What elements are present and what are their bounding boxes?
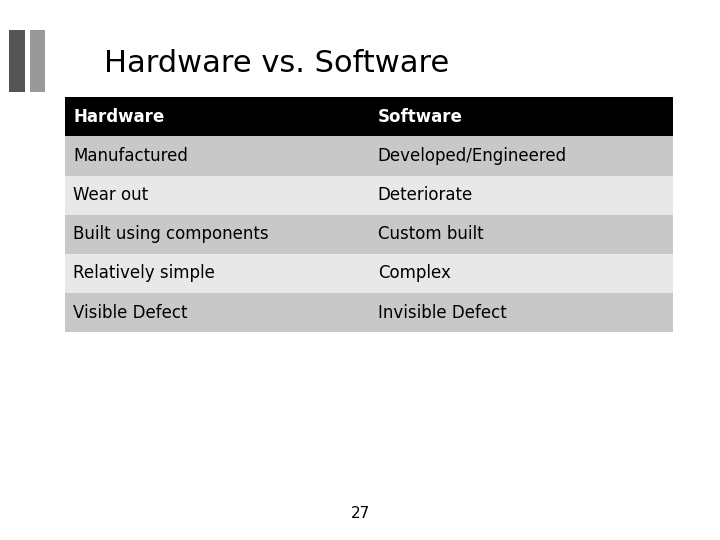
Text: 27: 27 bbox=[351, 505, 369, 521]
Text: Built using components: Built using components bbox=[73, 225, 269, 243]
Text: Visible Defect: Visible Defect bbox=[73, 303, 188, 321]
Text: Relatively simple: Relatively simple bbox=[73, 265, 215, 282]
Text: Invisible Defect: Invisible Defect bbox=[378, 303, 506, 321]
Text: Custom built: Custom built bbox=[378, 225, 483, 243]
Text: Developed/Engineered: Developed/Engineered bbox=[378, 147, 567, 165]
Text: Wear out: Wear out bbox=[73, 186, 148, 204]
Text: Manufactured: Manufactured bbox=[73, 147, 189, 165]
Text: Deteriorate: Deteriorate bbox=[378, 186, 473, 204]
Text: Hardware: Hardware bbox=[73, 108, 165, 126]
Text: Software: Software bbox=[378, 108, 462, 126]
Text: Complex: Complex bbox=[378, 265, 451, 282]
Text: Hardware vs. Software: Hardware vs. Software bbox=[104, 49, 450, 78]
